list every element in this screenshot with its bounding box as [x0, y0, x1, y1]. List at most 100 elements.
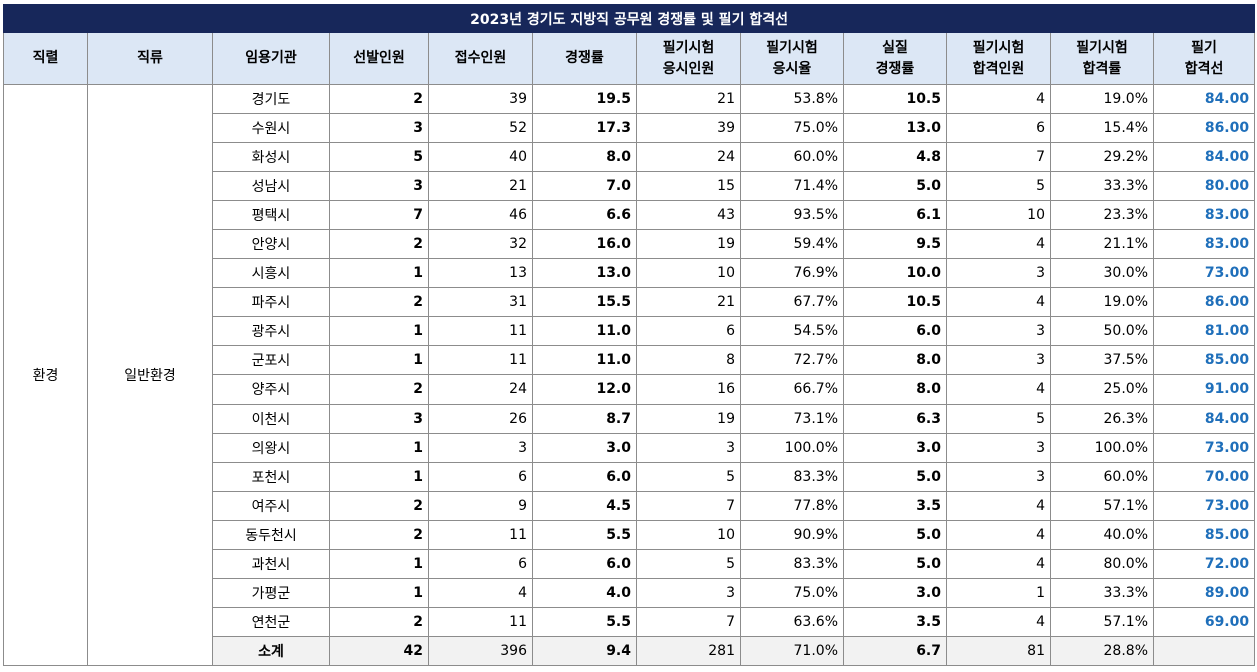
- cell-attendance-rate: 73.1%: [740, 403, 844, 434]
- col-header-real-competition: 실질 경쟁률: [843, 32, 947, 85]
- cell-passers: 4: [946, 83, 1051, 115]
- subtotal-pass-rate: 28.8%: [1050, 635, 1154, 667]
- cell-agency: 평택시: [212, 200, 330, 231]
- cell-competition-rate: 11.0: [532, 345, 637, 376]
- cell-passers: 5: [946, 403, 1051, 434]
- cell-real-competition: 5.0: [843, 548, 947, 579]
- table-row: 포천시 1 6 6.0 5 83.3% 5.0 3 60.0% 70.00: [4, 461, 1256, 492]
- cell-competition-rate: 8.7: [532, 403, 637, 434]
- cell-exam-takers: 10: [636, 519, 741, 550]
- cell-selected: 1: [329, 461, 429, 492]
- cell-passers: 5: [946, 171, 1051, 202]
- cell-pass-rate: 23.3%: [1050, 200, 1154, 231]
- cell-cutoff: 84.00: [1152, 142, 1256, 173]
- cell-competition-rate: 4.5: [532, 490, 637, 521]
- subtotal-applicants: 396: [428, 635, 533, 667]
- cell-pass-rate: 21.1%: [1050, 229, 1154, 260]
- cell-pass-rate: 15.4%: [1050, 113, 1154, 144]
- cell-attendance-rate: 60.0%: [740, 142, 844, 173]
- cell-exam-takers: 5: [636, 461, 741, 492]
- col-header-passers: 필기시험 합격인원: [946, 32, 1051, 85]
- cell-attendance-rate: 90.9%: [740, 519, 844, 550]
- cell-competition-rate: 3.0: [532, 432, 637, 463]
- cell-pass-rate: 19.0%: [1050, 287, 1154, 318]
- cell-real-competition: 5.0: [843, 171, 947, 202]
- cell-cutoff: 89.00: [1152, 577, 1256, 608]
- cell-exam-takers: 10: [636, 258, 741, 289]
- cell-cutoff: 73.00: [1152, 258, 1256, 289]
- cell-attendance-rate: 77.8%: [740, 490, 844, 521]
- header-label: 합격선: [1184, 60, 1224, 77]
- cell-cutoff: 86.00: [1152, 287, 1256, 318]
- table-row: 동두천시 2 11 5.5 10 90.9% 5.0 4 40.0% 85.00: [4, 519, 1256, 550]
- cell-competition-rate: 6.0: [532, 548, 637, 579]
- cell-exam-takers: 5: [636, 548, 741, 579]
- cell-applicants: 11: [428, 519, 533, 550]
- cell-applicants: 13: [428, 258, 533, 289]
- table-row: 안양시 2 32 16.0 19 59.4% 9.5 4 21.1% 83.00: [4, 229, 1256, 260]
- cell-competition-rate: 16.0: [532, 229, 637, 260]
- cell-attendance-rate: 53.8%: [740, 83, 844, 115]
- table-row: 평택시 7 46 6.6 43 93.5% 6.1 10 23.3% 83.00: [4, 200, 1256, 231]
- cell-real-competition: 3.5: [843, 606, 947, 637]
- cell-agency: 연천군: [212, 606, 330, 637]
- cell-agency: 동두천시: [212, 519, 330, 550]
- cell-pass-rate: 19.0%: [1050, 83, 1154, 115]
- cell-applicants: 3: [428, 432, 533, 463]
- category-cell: 일반환경: [87, 84, 213, 666]
- subtotal-real-competition: 6.7: [843, 635, 947, 667]
- cell-passers: 7: [946, 142, 1051, 173]
- cell-competition-rate: 6.0: [532, 461, 637, 492]
- cell-attendance-rate: 72.7%: [740, 345, 844, 376]
- header-label: 응시인원: [662, 60, 715, 77]
- cell-selected: 2: [329, 229, 429, 260]
- cell-agency: 의왕시: [212, 432, 330, 463]
- table-row: 가평군 1 4 4.0 3 75.0% 3.0 1 33.3% 89.00: [4, 577, 1256, 608]
- cell-attendance-rate: 76.9%: [740, 258, 844, 289]
- cell-cutoff: 69.00: [1152, 606, 1256, 637]
- header-label: 직렬: [32, 50, 59, 66]
- cell-pass-rate: 37.5%: [1050, 345, 1154, 376]
- col-header-competition-rate: 경쟁률: [532, 32, 637, 85]
- cell-agency: 파주시: [212, 287, 330, 318]
- cell-real-competition: 10.5: [843, 287, 947, 318]
- cell-exam-takers: 6: [636, 316, 741, 347]
- cell-real-competition: 8.0: [843, 374, 947, 405]
- cell-agency: 성남시: [212, 171, 330, 202]
- cell-agency: 시흥시: [212, 258, 330, 289]
- cell-pass-rate: 33.3%: [1050, 171, 1154, 202]
- cell-real-competition: 6.3: [843, 403, 947, 434]
- cell-cutoff: 84.00: [1152, 83, 1256, 115]
- cell-agency: 화성시: [212, 142, 330, 173]
- col-header-pass-rate: 필기시험 합격률: [1050, 32, 1154, 85]
- cell-exam-takers: 7: [636, 490, 741, 521]
- cell-selected: 1: [329, 577, 429, 608]
- header-label: 선발인원: [353, 50, 405, 66]
- cell-passers: 3: [946, 316, 1051, 347]
- cell-exam-takers: 19: [636, 229, 741, 260]
- table-row: 화성시 5 40 8.0 24 60.0% 4.8 7 29.2% 84.00: [4, 142, 1256, 173]
- cell-exam-takers: 21: [636, 287, 741, 318]
- cell-applicants: 24: [428, 374, 533, 405]
- cell-cutoff: 85.00: [1152, 519, 1256, 550]
- cell-competition-rate: 12.0: [532, 374, 637, 405]
- cell-pass-rate: 30.0%: [1050, 258, 1154, 289]
- cell-exam-takers: 43: [636, 200, 741, 231]
- cell-real-competition: 8.0: [843, 345, 947, 376]
- cell-exam-takers: 3: [636, 577, 741, 608]
- cell-pass-rate: 33.3%: [1050, 577, 1154, 608]
- header-label: 필기시험: [766, 39, 818, 56]
- cell-exam-takers: 19: [636, 403, 741, 434]
- subtotal-attendance-rate: 71.0%: [740, 635, 844, 667]
- cell-competition-rate: 6.6: [532, 200, 637, 231]
- cell-cutoff: 84.00: [1152, 403, 1256, 434]
- table-title: 2023년 경기도 지방직 공무원 경쟁률 및 필기 합격선: [2, 4, 1256, 33]
- cell-selected: 2: [329, 490, 429, 521]
- table-row: 수원시 3 52 17.3 39 75.0% 13.0 6 15.4% 86.00: [4, 113, 1256, 144]
- series-cell: 환경: [3, 84, 88, 666]
- cell-real-competition: 9.5: [843, 229, 947, 260]
- cell-competition-rate: 8.0: [532, 142, 637, 173]
- cell-attendance-rate: 75.0%: [740, 577, 844, 608]
- cell-pass-rate: 40.0%: [1050, 519, 1154, 550]
- cell-selected: 5: [329, 142, 429, 173]
